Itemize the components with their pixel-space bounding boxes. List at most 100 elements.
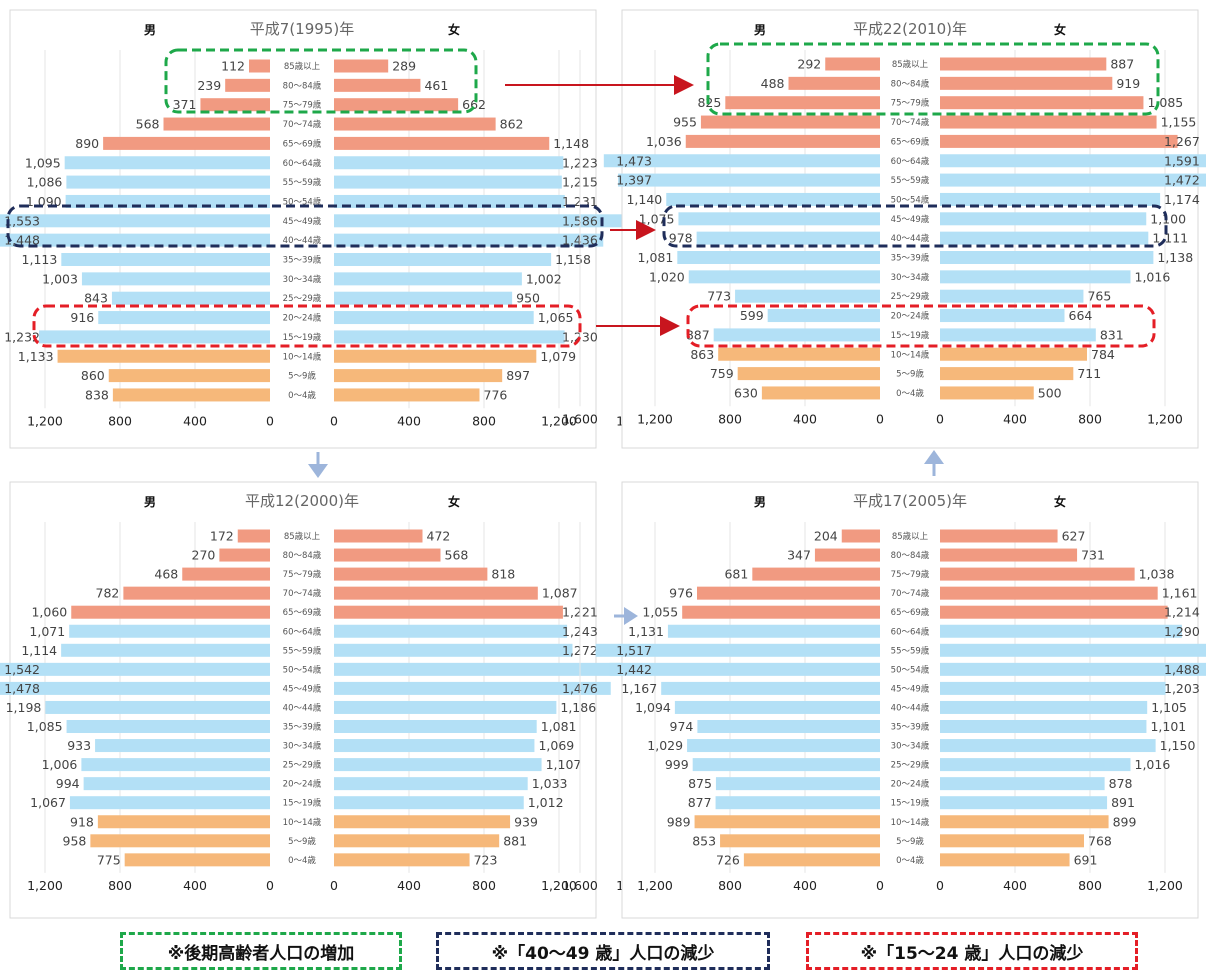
panel-title: 平成12(2000)年: [245, 492, 359, 510]
bar-female: [940, 567, 1135, 581]
bar-male: [761, 386, 880, 400]
bar-female: [940, 386, 1034, 400]
data-label-female: 1,203: [1164, 681, 1200, 696]
age-group-label: 10～14歳: [891, 349, 930, 360]
data-label-female: 1,591: [1164, 153, 1200, 168]
bar-female: [334, 700, 557, 714]
bar-female: [334, 643, 573, 657]
bar-male: [61, 643, 270, 657]
bar-female: [334, 529, 423, 543]
data-label-male: 1,442: [616, 662, 652, 677]
bar-female: [940, 643, 1206, 657]
data-label-male: 955: [673, 115, 697, 130]
data-label-male: 999: [665, 757, 689, 772]
age-group-label: 80～84歳: [283, 80, 322, 91]
bar-female: [334, 834, 500, 848]
axis-tick-label: 800: [108, 413, 132, 428]
bar-male: [609, 662, 880, 676]
panel-title: 平成17(2005)年: [853, 492, 967, 510]
bar-female: [940, 777, 1105, 791]
age-group-label: 5～9歳: [288, 371, 316, 382]
age-group-label: 55～59歳: [891, 645, 930, 656]
age-group-label: 30～34歳: [891, 741, 930, 752]
axis-tick-label: 0: [876, 411, 884, 426]
data-label-female: 768: [1088, 833, 1112, 848]
bar-male: [61, 253, 270, 266]
bar-male: [249, 59, 270, 73]
age-group-label: 65～69歳: [891, 136, 930, 147]
bar-male: [825, 57, 880, 71]
age-group-label: 0～4歳: [288, 855, 316, 866]
data-label-female: 500: [1038, 385, 1062, 400]
age-group-label: 0～4歳: [896, 855, 924, 866]
data-label-female: 891: [1111, 795, 1135, 810]
bar-male: [124, 853, 270, 867]
data-label-female: 1,033: [532, 776, 568, 791]
highlight-elderly-2010: [706, 42, 1160, 116]
data-label-female: 765: [1087, 289, 1111, 304]
data-label-female: 1,085: [1147, 95, 1183, 110]
axis-tick-label: 400: [1003, 878, 1027, 893]
age-group-label: 10～14歳: [283, 351, 322, 362]
data-label-female: 881: [503, 833, 527, 848]
age-group-label: 55～59歳: [283, 645, 322, 656]
data-label-male: 775: [97, 852, 121, 867]
data-label-male: 759: [710, 366, 734, 381]
data-label-male: 1,094: [635, 700, 671, 715]
panel-frame: [621, 481, 1199, 919]
bar-male: [715, 777, 880, 791]
age-group-label: 70～74歳: [283, 588, 322, 599]
bar-male: [737, 367, 880, 381]
data-label-female: 1,081: [541, 719, 577, 734]
bar-male: [111, 291, 270, 305]
data-label-female: 919: [1116, 76, 1140, 91]
bar-male: [83, 777, 270, 791]
age-group-label: 0～4歳: [288, 390, 316, 401]
bar-male: [66, 175, 270, 189]
age-group-label: 5～9歳: [896, 836, 924, 847]
data-label-male: 1,006: [42, 757, 78, 772]
age-group-label: 50～54歳: [283, 664, 322, 675]
axis-tick-label: 800: [1078, 878, 1102, 893]
data-label-male: 1,198: [6, 700, 42, 715]
data-label-male: 1,167: [621, 681, 657, 696]
data-label-female: 1,148: [553, 136, 589, 151]
age-group-label: 25～29歳: [891, 291, 930, 302]
axis-tick-label: 1,200: [541, 413, 577, 428]
bar-male: [674, 700, 880, 714]
data-label-male: 918: [70, 814, 94, 829]
data-label-male: 860: [81, 368, 105, 383]
data-label-male: 1,131: [628, 624, 664, 639]
bar-male: [720, 834, 880, 848]
bar-female: [334, 796, 524, 810]
data-label-female: 1,065: [538, 310, 574, 325]
bar-male: [57, 349, 270, 363]
data-label-female: 568: [445, 548, 469, 563]
bar-male: [688, 270, 880, 284]
data-label-female: 899: [1113, 814, 1137, 829]
data-label-male: 978: [669, 231, 693, 246]
bar-male: [0, 214, 270, 228]
age-group-label: 65～69歳: [283, 607, 322, 618]
data-label-male: 933: [67, 738, 91, 753]
axis-tick-label: 0: [936, 878, 944, 893]
axis-tick-label: 400: [793, 411, 817, 426]
data-label-male: 1,086: [27, 175, 63, 190]
arrow-head: [624, 607, 638, 625]
pyramid-panel-1: 男 女 平成7(1995)年 85歳以上 112 289 80～84歳 239 461 75～79…: [0, 9, 652, 449]
data-label-female: 662: [462, 97, 486, 112]
data-label-male: 916: [70, 310, 94, 325]
axis-tick-label: 0: [876, 878, 884, 893]
age-group-label: 20～24歳: [891, 779, 930, 790]
data-label-male: 1,478: [4, 681, 40, 696]
data-label-male: 994: [56, 776, 80, 791]
data-label-male: 1,020: [649, 269, 685, 284]
bar-male: [66, 720, 270, 733]
data-label-female: 1,214: [1164, 605, 1200, 620]
data-label-female: 1,174: [1164, 192, 1200, 207]
data-label-male: 1,081: [638, 250, 674, 265]
age-group-label: 85歳以上: [284, 61, 321, 72]
bar-female: [940, 367, 1074, 381]
bar-male: [97, 815, 270, 829]
data-label-male: 1,085: [27, 719, 63, 734]
